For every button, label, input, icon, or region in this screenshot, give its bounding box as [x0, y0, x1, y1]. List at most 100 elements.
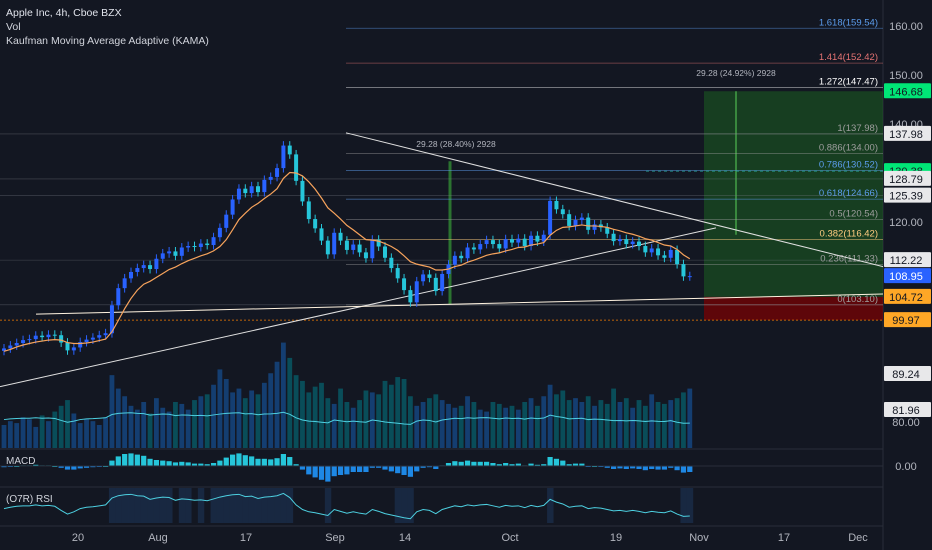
rsi-shade: [210, 488, 217, 523]
volume-bar: [579, 402, 585, 448]
rsi-line: [3, 492, 690, 520]
macd-bar: [306, 466, 312, 475]
volume-bar: [109, 375, 115, 448]
candle-body: [548, 200, 553, 235]
price-label: 80.00: [892, 417, 920, 429]
time-tick: Sep: [325, 532, 345, 544]
candle-body: [484, 240, 489, 245]
candle-body: [662, 255, 667, 258]
volume-bar: [420, 402, 426, 448]
candle-body: [141, 265, 146, 269]
price-label: 89.24: [892, 369, 920, 381]
price-label-box: [884, 288, 931, 304]
candle-body: [687, 276, 692, 278]
legend-kama[interactable]: Kaufman Moving Average Adaptive (KAMA): [6, 35, 209, 47]
candle-body: [300, 180, 305, 202]
macd-bar: [198, 463, 204, 466]
candle-body: [109, 305, 114, 334]
volume-bar: [103, 417, 108, 448]
price-label-box: [884, 187, 931, 203]
rsi-shade: [223, 488, 230, 523]
time-tick: 14: [399, 532, 411, 544]
rsi-shade: [185, 488, 192, 523]
time-tick: 17: [240, 532, 252, 544]
fib-label: 0.786(130.52): [819, 159, 878, 170]
volume-bar: [604, 403, 610, 448]
macd-bar: [236, 453, 242, 466]
volume-bar: [154, 398, 159, 448]
candle-body: [154, 258, 159, 270]
volume-bar: [592, 405, 597, 448]
candle-body: [351, 244, 356, 250]
volume-bar: [268, 373, 274, 448]
macd-pane-label[interactable]: MACD: [6, 456, 36, 467]
volume-bar: [642, 405, 648, 448]
candle-body: [319, 228, 324, 241]
volume-bar: [414, 405, 420, 448]
price-label: 128.79: [889, 174, 923, 186]
legend-volume[interactable]: Vol: [6, 21, 21, 33]
macd-bar: [534, 464, 540, 466]
volume-bar: [662, 403, 667, 448]
volume-bar: [217, 369, 223, 448]
price-label: 112.22: [890, 255, 923, 267]
candle-body: [211, 237, 216, 246]
macd-bar: [617, 466, 623, 469]
macd-bar: [261, 458, 267, 466]
macd-bar: [547, 457, 553, 466]
stop-zone: [704, 296, 883, 321]
macd-bar: [471, 461, 477, 466]
candle-body: [129, 271, 133, 279]
volume-bar: [382, 380, 388, 448]
macd-bar: [1, 466, 7, 468]
candle-body: [224, 214, 229, 228]
time-tick: Oct: [501, 532, 518, 544]
volume-bar: [560, 390, 566, 448]
price-label: 125.39: [889, 191, 923, 203]
candle-body: [262, 179, 267, 193]
macd-bar: [134, 454, 140, 466]
macd-bar: [280, 454, 286, 466]
fib-label: 1(137.98): [837, 123, 878, 134]
volume-bar: [623, 398, 629, 448]
rsi-background: [108, 488, 694, 523]
volume-bar: [484, 411, 489, 448]
volume-bar: [71, 413, 77, 448]
macd-bar: [560, 460, 566, 466]
rsi-pane-label[interactable]: (O7R) RSI: [6, 494, 53, 505]
candle-body: [529, 235, 534, 247]
rsi-shade: [547, 488, 554, 523]
rsi-shade: [394, 488, 402, 523]
macd-bar: [668, 466, 674, 468]
candle-body: [275, 168, 280, 177]
candle-body: [490, 240, 495, 245]
candle-body: [649, 248, 654, 253]
volume-average-line: [3, 411, 690, 425]
macd-bar: [255, 458, 261, 466]
macd-bar: [141, 455, 147, 466]
macd-bar: [191, 463, 198, 466]
macd-bar: [230, 454, 236, 466]
macd-bar: [496, 464, 502, 466]
volume-bar: [350, 407, 356, 448]
candle-body: [643, 246, 648, 253]
candle-body: [459, 255, 464, 259]
candle-body: [433, 277, 438, 292]
candle-body: [186, 246, 191, 248]
volume-bar: [65, 400, 70, 448]
volume-bar: [281, 342, 286, 448]
volume-bar: [515, 409, 521, 448]
volume-bar: [636, 400, 642, 448]
legend-symbol[interactable]: Apple Inc, 4h, Cboe BZX: [6, 7, 122, 19]
volume-bar: [611, 388, 616, 448]
time-tick: Nov: [689, 532, 709, 544]
macd-bar: [147, 458, 153, 466]
macd-bar: [344, 466, 350, 475]
macd-bar: [299, 466, 306, 470]
volume-bar: [58, 405, 64, 448]
candle-body: [579, 217, 584, 221]
volume-bar: [452, 407, 458, 448]
candle-body: [306, 201, 311, 220]
